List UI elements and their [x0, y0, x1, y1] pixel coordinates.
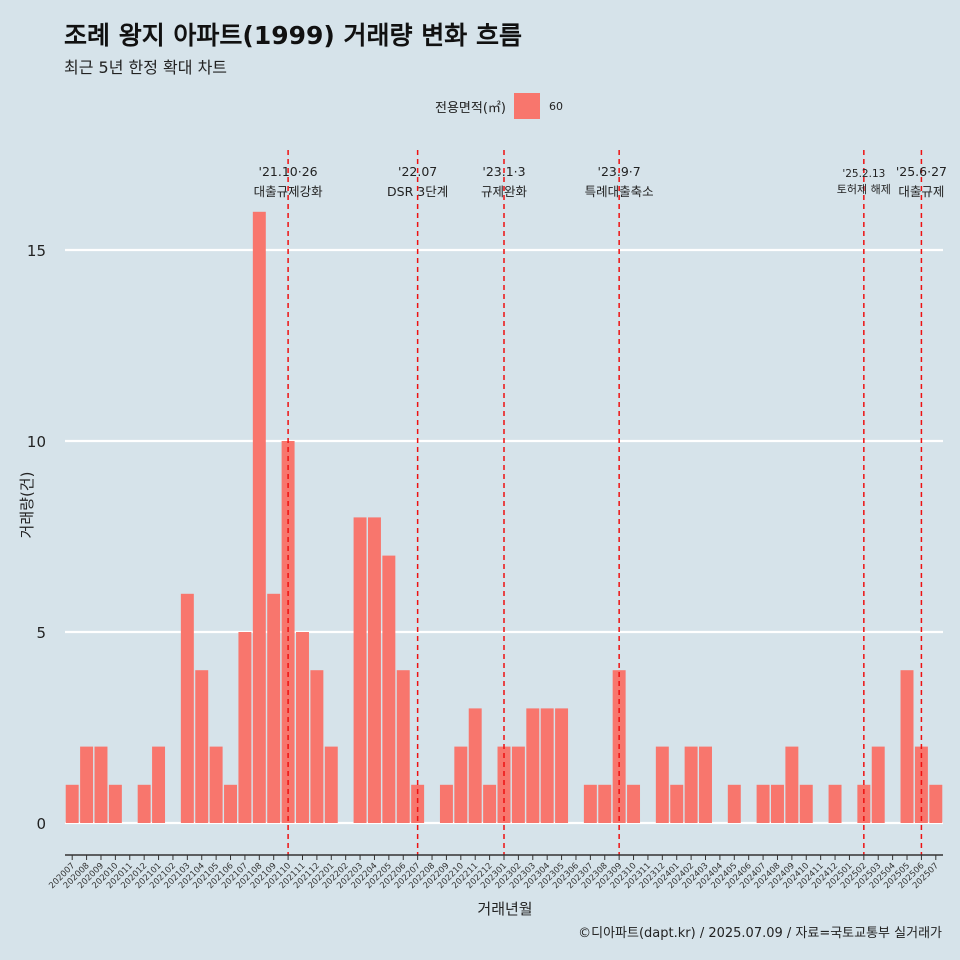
chart-subtitle: 최근 5년 한정 확대 차트	[64, 58, 228, 77]
event-date-label: '22.07	[398, 164, 437, 179]
bar	[929, 784, 943, 823]
bar	[238, 632, 252, 823]
bar	[324, 746, 338, 823]
legend-swatch	[513, 93, 540, 119]
bar	[94, 746, 108, 823]
y-axis-label: 거래량(건)	[18, 472, 36, 539]
bar	[310, 670, 324, 823]
bar	[382, 555, 396, 823]
event-date-label: '23.1·3	[482, 164, 525, 179]
bar	[224, 784, 238, 823]
event-name-label: 대출규제강화	[254, 184, 324, 199]
bar	[540, 708, 554, 823]
x-axis: 2020072020082020092020102020112020122021…	[47, 854, 943, 891]
bar	[627, 784, 641, 823]
y-tick-label: 15	[27, 242, 46, 260]
bar	[727, 784, 741, 823]
y-tick-label: 5	[36, 624, 46, 642]
bar	[468, 708, 482, 823]
bar	[296, 632, 309, 823]
bar	[684, 746, 698, 823]
event-name-label: 규제완화	[481, 184, 528, 199]
bar	[770, 784, 784, 823]
bar	[195, 670, 209, 823]
bar	[65, 784, 79, 823]
bar	[454, 746, 468, 823]
bar	[785, 746, 799, 823]
event-date-label: '25.2.13	[842, 168, 885, 180]
bar	[555, 708, 569, 823]
x-axis-label: 거래년월	[477, 900, 532, 918]
bar	[367, 517, 381, 823]
bar	[699, 746, 712, 823]
event-name-label: DSR 3단계	[387, 184, 448, 199]
bar	[180, 593, 194, 823]
bars	[65, 211, 943, 824]
event-name-label: 토허제 해제	[837, 182, 891, 196]
bar	[828, 784, 842, 823]
event-name-label: 특례대출축소	[585, 184, 654, 199]
legend: 전용면적(㎡) 60	[435, 93, 563, 119]
bar	[511, 746, 525, 823]
legend-title: 전용면적(㎡)	[435, 100, 506, 116]
bar	[396, 670, 410, 823]
bar	[209, 746, 223, 823]
bar	[871, 746, 885, 823]
bar	[756, 784, 770, 823]
bar	[152, 746, 166, 823]
bar	[670, 784, 684, 823]
bar	[799, 784, 813, 823]
y-axis: 0 5 10 15	[27, 242, 46, 833]
caption: ©디아파트(dapt.kr) / 2025.07.09 / 자료=국토교통부 실…	[578, 926, 942, 941]
bar	[583, 784, 597, 823]
bar	[411, 784, 425, 823]
bar	[439, 784, 453, 823]
bar	[857, 784, 871, 823]
bar	[655, 746, 669, 823]
event-date-label: '25.6·27	[896, 164, 947, 179]
event-date-label: '23.9·7	[598, 164, 641, 179]
bar	[267, 593, 281, 823]
chart-title: 조례 왕지 아파트(1999) 거래량 변화 흐름	[64, 21, 522, 50]
bar	[137, 784, 151, 823]
y-tick-label: 0	[36, 815, 46, 833]
bar	[483, 784, 497, 823]
bar	[252, 211, 266, 824]
bar	[900, 670, 914, 823]
event-annotations: '21.10·26 대출규제강화 '22.07 DSR 3단계 '23.1·3 규제완화 '…	[254, 164, 947, 199]
bar	[108, 784, 122, 823]
event-date-label: '21.10·26	[259, 164, 318, 179]
bar	[80, 746, 94, 823]
bar	[526, 708, 540, 823]
legend-item-label: 60	[548, 99, 563, 113]
bar	[353, 517, 367, 823]
y-tick-label: 10	[27, 433, 46, 451]
event-name-label: 대출규제	[898, 184, 944, 199]
bar	[598, 784, 612, 823]
event-lines	[287, 150, 923, 855]
